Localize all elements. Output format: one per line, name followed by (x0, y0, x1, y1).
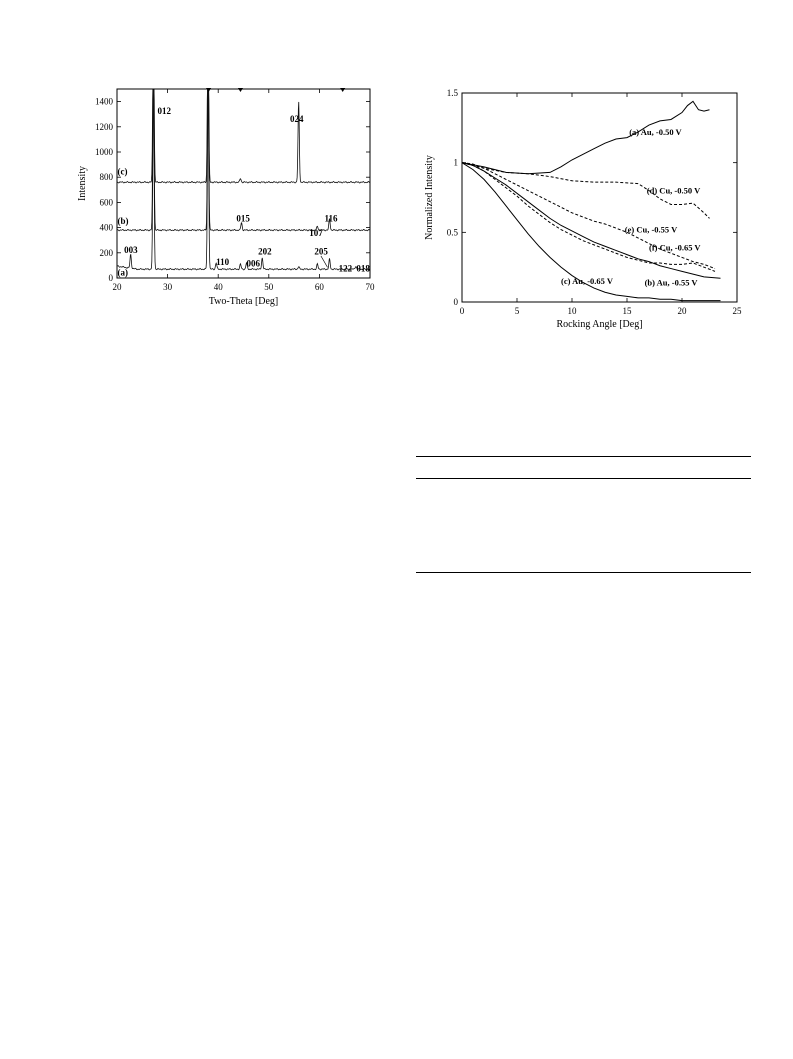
table-header-rule (416, 478, 751, 479)
xrd-x-tick-label: 20 (113, 282, 123, 292)
rock-y-tick-label: 1.5 (447, 88, 459, 98)
xrd-x-tick-label: 70 (366, 282, 376, 292)
xrd-x-tick-label: 40 (214, 282, 224, 292)
xrd-y-tick-label: 1200 (95, 122, 114, 132)
xrd-y-tick-label: 600 (100, 197, 114, 207)
xrd-x-tick-label: 30 (163, 282, 173, 292)
rock-y-tick-label: 0 (454, 297, 459, 307)
table-bottom-rule (416, 572, 751, 573)
xrd-y-tick-label: 400 (100, 223, 114, 233)
rock-y-tick-label: 0.5 (447, 227, 459, 237)
rock-x-tick-label: 10 (568, 306, 578, 316)
xrd-leader-205 (320, 255, 328, 268)
rock-series-line-e-cu-0-55-v (461, 162, 716, 270)
rock-x-axis-title: Rocking Angle [Deg] (556, 319, 642, 330)
xrd-annotation-202: 202 (258, 247, 272, 257)
xrd-top-mask (116, 0, 371, 89)
xrd-annotation-015: 015 (236, 213, 250, 223)
rock-series-label-e-cu-0-55-v: (e) Cu, -0.55 V (625, 224, 678, 234)
xrd-annotation-003: 003 (124, 245, 138, 255)
rock-series-label-c-au-0-65-v: (c) Au, -0.65 V (561, 276, 614, 286)
xrd-y-tick-label: 200 (100, 248, 114, 258)
xrd-series-line-c (116, 81, 371, 184)
rock-x-tick-label: 25 (733, 306, 743, 316)
xrd-annotation-b: (b) (118, 216, 129, 226)
xrd-y-tick-label: 1000 (95, 147, 114, 157)
xrd-y-tick-label: 800 (100, 172, 114, 182)
rock-x-tick-label: 0 (460, 306, 465, 316)
xrd-x-tick-label: 60 (315, 282, 325, 292)
rock-x-tick-label: 5 (515, 306, 520, 316)
xrd-x-axis-title: Two-Theta [Deg] (209, 296, 279, 307)
rock-plot-frame (461, 92, 738, 303)
xrd-annotation-006: 006 (247, 259, 261, 269)
rock-series-label-d-cu-0-50-v: (d) Cu, -0.50 V (647, 185, 701, 195)
xrd-x-tick-label: 50 (264, 282, 274, 292)
rock-y-axis-title: Normalized Intensity (424, 155, 435, 240)
xrd-annotation-c: (c) (118, 167, 128, 177)
table-top-rule (416, 456, 751, 457)
xrd-annotation-205: 205 (314, 247, 328, 257)
xrd-y-tick-label: 0 (109, 273, 114, 283)
xrd-annotation-122: 122 (339, 264, 353, 274)
xrd-y-tick-label: 1400 (95, 97, 114, 107)
xrd-annotation-024: 024 (290, 114, 304, 124)
rock-x-tick-label: 15 (623, 306, 633, 316)
xrd-annotation-116: 116 (324, 213, 338, 223)
rock-series-label-f-cu-0-65-v: (f) Cu, -0.65 V (649, 242, 701, 252)
xrd-annotation-018: 018 (356, 264, 370, 274)
rock-series-line-a-au-0-50-v (461, 100, 710, 175)
rock-x-tick-label: 20 (678, 306, 688, 316)
rock-series-line-b-au-0-55-v (461, 162, 721, 279)
rock-y-tick-label: 1 (454, 158, 459, 168)
xrd-annotation-110: 110 (216, 257, 230, 267)
xrd-chart: 20 30 40 50 60 70 0 200 400 600 800 1000 1200 1400 Two… (77, 0, 376, 307)
rocking-curve-chart: 0 5 10 15 20 25 0 0.5 1 1.5 Rocking Angle [Deg] Nor… (424, 88, 743, 330)
xrd-y-axis-title: Intensity (77, 166, 88, 201)
xrd-top-marker (340, 88, 346, 92)
rock-series-label-b-au-0-55-v: (b) Au, -0.55 V (645, 277, 699, 287)
rock-series-line-f-cu-0-65-v (461, 162, 716, 272)
rock-series-line-d-cu-0-50-v (461, 162, 710, 219)
rock-series-label-a-au-0-50-v: (a) Au, -0.50 V (629, 127, 682, 137)
xrd-annotation-107: 107 (309, 228, 323, 238)
xrd-annotation-a: (a) (118, 267, 129, 277)
xrd-top-marker (206, 88, 212, 92)
xrd-series-line-b (116, 81, 371, 232)
xrd-annotation-012: 012 (157, 106, 171, 116)
xrd-top-marker (237, 88, 243, 92)
rock-series-line-c-au-0-65-v (461, 162, 721, 302)
xrd-series-line-a (116, 86, 371, 271)
